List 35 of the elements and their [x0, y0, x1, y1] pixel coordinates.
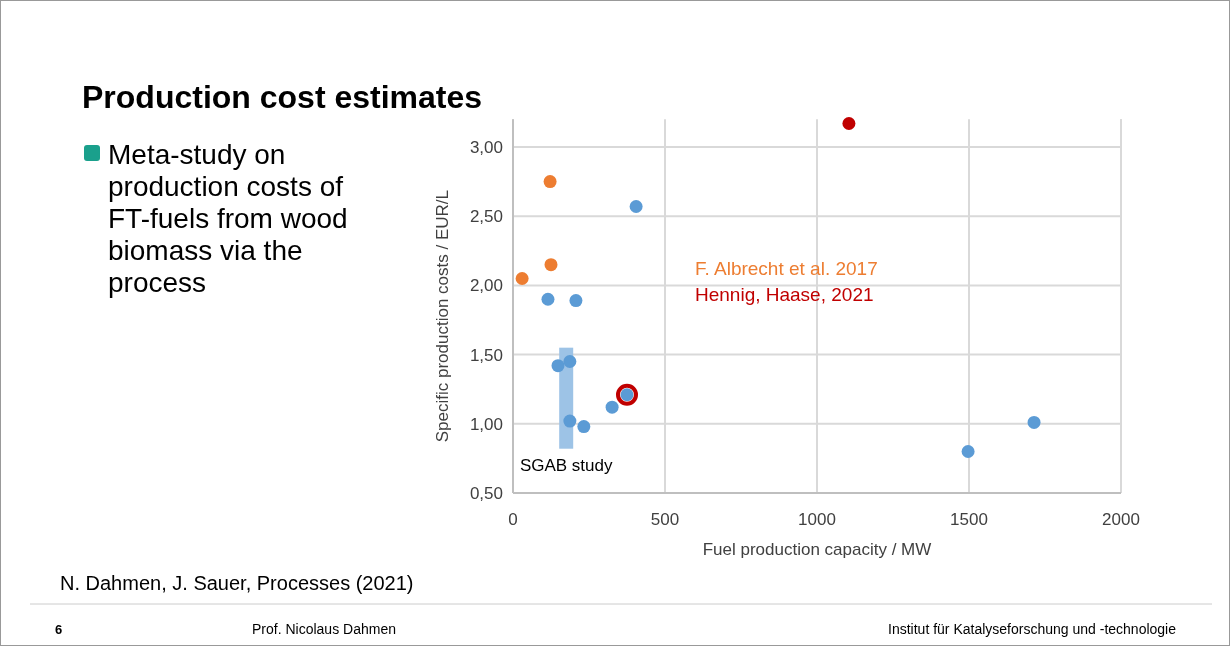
y-tick-label: 0,50 — [469, 484, 503, 503]
point — [629, 200, 643, 214]
text: N. Dahmen, J. Sauer, Processes (2021) — [60, 572, 414, 594]
point — [961, 444, 975, 458]
y-tick-label: 2,00 — [469, 276, 503, 296]
text: Hennig, Haase, 2021 — [695, 284, 874, 305]
point — [563, 355, 577, 369]
y-tick-label: 1,50 — [469, 345, 503, 365]
x-tick-label: 0 — [508, 510, 518, 529]
point — [543, 175, 557, 189]
x-tick-label: 2000 — [1102, 510, 1140, 529]
y-tick-label: 3,00 — [469, 138, 503, 157]
x-axis-title: Fuel production capacity / MW — [702, 540, 932, 559]
point — [577, 420, 591, 434]
text: Institut für Katalyseforschung und -technologie — [888, 621, 1177, 637]
y-axis-title: Specific production costs / EUR/L — [433, 190, 452, 443]
chart-title: Production cost estimates — [82, 79, 483, 115]
point — [541, 292, 555, 306]
point — [569, 294, 583, 308]
text: F. Albrecht et al. 2017 — [695, 258, 878, 279]
text: Prof. Nicolaus Dahmen — [252, 621, 396, 637]
point — [551, 359, 565, 373]
point — [605, 400, 619, 414]
point — [1027, 415, 1041, 429]
text: Meta-study on production costs of FT-fuels from wood biomass via the process — [108, 139, 348, 298]
annotation: SGAB study — [519, 456, 613, 475]
point — [563, 414, 577, 428]
x-tick-label: 500 — [650, 510, 680, 529]
y-tick-label: 1,00 — [469, 414, 503, 434]
point — [515, 271, 529, 285]
x-tick-label: 1000 — [798, 510, 836, 529]
point — [544, 258, 558, 272]
x-tick-label: 1500 — [950, 510, 988, 529]
y-tick-label: 2,50 — [469, 207, 503, 227]
text: 6 — [55, 622, 63, 637]
